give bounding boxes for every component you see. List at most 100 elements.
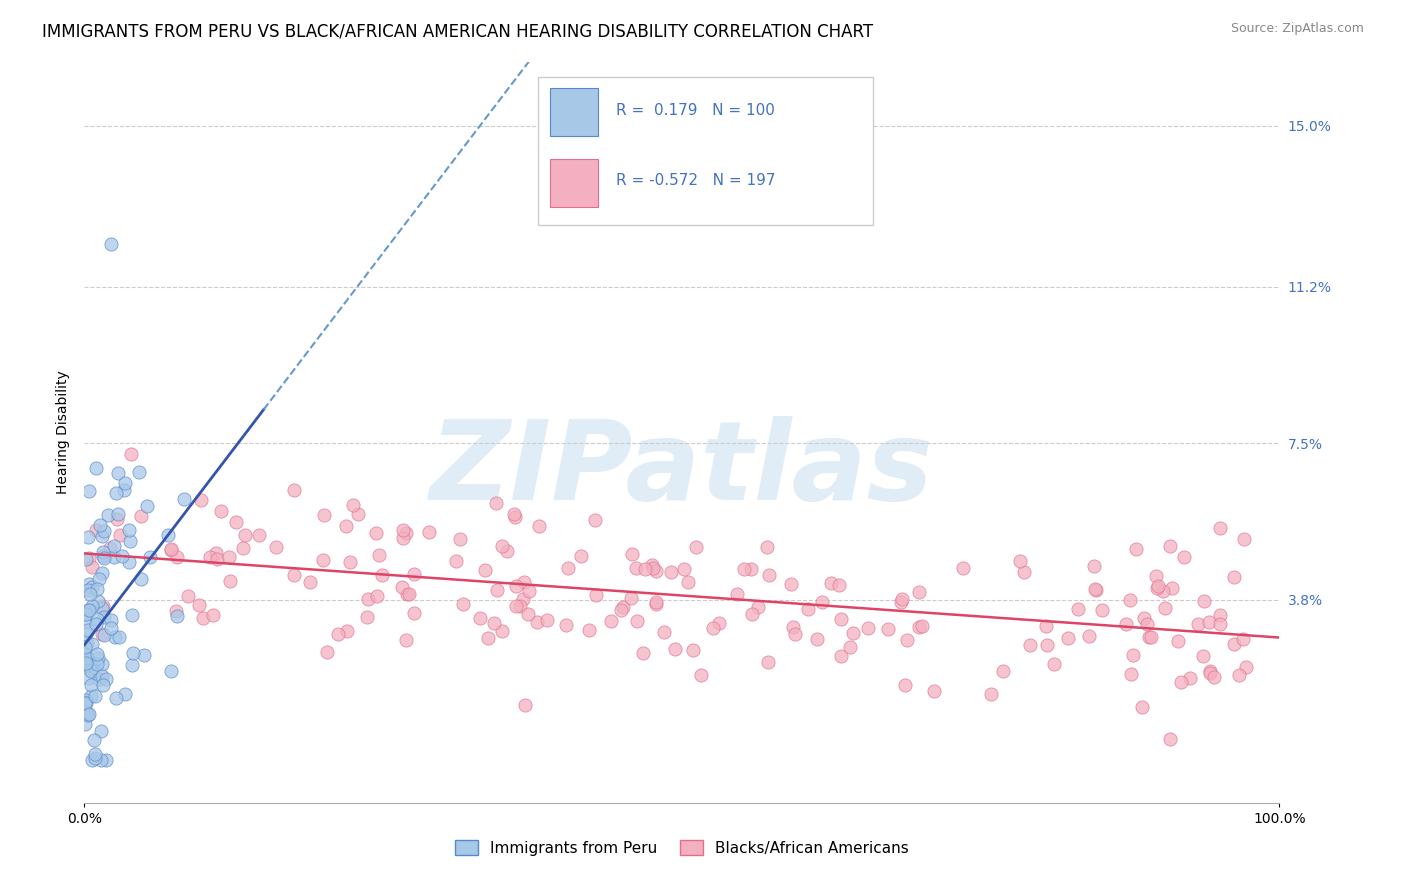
Point [225,515,247,529]
Point [75,647,97,661]
Point [112,483,135,497]
Point [121,608,143,623]
Point [75,693,97,707]
Point [652,625,675,640]
Point [1159,732,1181,747]
Point [165,605,187,619]
Point [118,533,141,548]
Point [80,664,103,678]
Point [1147,579,1170,593]
Point [100,613,122,627]
Point [87,594,110,608]
Point [76,708,98,723]
Point [312,508,335,522]
Point [77,603,100,617]
Point [491,539,513,553]
Legend: Immigrants from Peru, Blacks/African Americans: Immigrants from Peru, Blacks/African Ame… [449,834,915,862]
Point [659,565,682,579]
Point [624,561,647,575]
Point [1166,634,1188,648]
Point [86,647,108,661]
Point [585,588,607,602]
Point [1233,532,1256,546]
Point [108,528,131,542]
Point [578,623,600,637]
Point [315,645,337,659]
Point [90,754,112,768]
Point [82,657,104,671]
Point [830,648,852,663]
Point [1187,617,1209,632]
Point [747,600,769,615]
Point [395,526,418,541]
Point [80,678,103,692]
Point [1140,631,1163,645]
Point [486,582,509,597]
Point [107,630,129,644]
Point [806,632,828,647]
Point [398,587,420,601]
Point [620,591,643,605]
Point [451,598,474,612]
Point [725,587,748,601]
Text: R = -0.572   N = 197: R = -0.572 N = 197 [616,173,776,188]
Bar [551,159,599,207]
Point [797,601,820,615]
Point [495,544,517,558]
Point [1153,584,1175,599]
Point [1192,594,1215,608]
Point [219,574,242,588]
Point [79,587,101,601]
Point [80,580,103,594]
Point [96,673,118,687]
Point [707,616,730,631]
Point [1178,671,1201,685]
Point [76,706,98,720]
Point [1232,632,1254,646]
Point [645,598,668,612]
Point [491,624,513,639]
Point [664,642,686,657]
Point [1208,616,1230,631]
Point [1161,581,1184,595]
Point [235,528,257,542]
Point [1084,583,1107,598]
Point [1077,629,1099,643]
Point [626,615,648,629]
Point [312,553,335,567]
Point [391,581,413,595]
Point [1209,521,1232,535]
Point [79,551,101,566]
Point [91,600,114,615]
Point [631,646,654,660]
Point [173,491,195,506]
Point [75,552,97,566]
Point [756,655,779,669]
Point [396,587,419,601]
Point [75,614,97,628]
Point [890,595,912,609]
Point [80,560,103,574]
Point [505,579,527,593]
Point [1133,611,1156,625]
Point [75,607,97,621]
Point [366,589,388,603]
Point [160,543,183,558]
Point [159,541,181,556]
Text: Source: ZipAtlas.com: Source: ZipAtlas.com [1230,22,1364,36]
Point [891,591,914,606]
Point [1153,601,1175,615]
Point [896,632,918,647]
Point [166,549,188,564]
Point [536,613,558,627]
Point [600,615,623,629]
Point [107,507,129,521]
Point [1122,648,1144,662]
Point [218,550,240,565]
Point [114,475,136,490]
Point [1198,615,1220,629]
Point [1209,607,1232,622]
Point [585,513,607,527]
Point [395,633,418,648]
Point [73,696,96,710]
